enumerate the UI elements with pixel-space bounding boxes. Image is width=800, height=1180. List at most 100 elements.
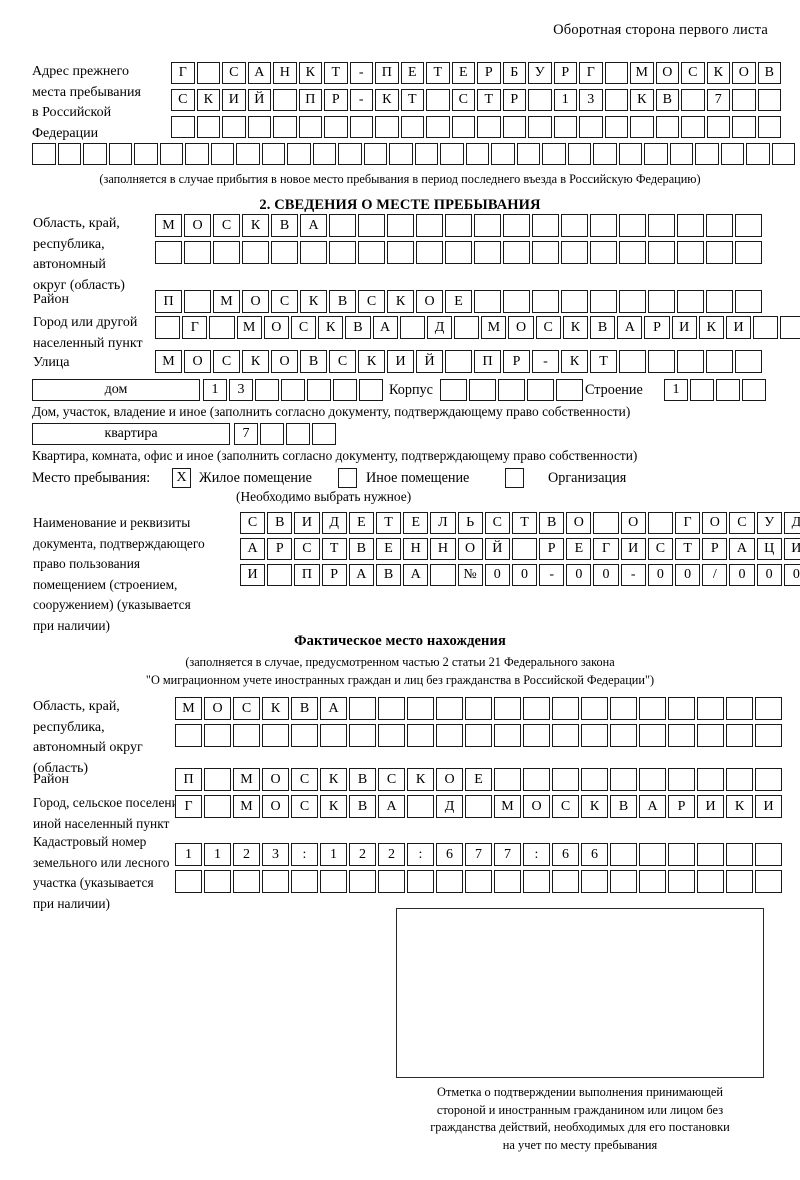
section2-city-cell-5[interactable]: О — [263, 316, 289, 339]
section2-city-cell-19[interactable]: Р — [644, 316, 670, 339]
section2-district-cell-17[interactable] — [619, 290, 646, 313]
actual-city-cell-6[interactable]: К — [320, 795, 347, 818]
actual-region-row-2[interactable] — [175, 724, 782, 747]
document-r1-cell-2[interactable]: В — [267, 512, 293, 534]
prev-address-r4-cell-25[interactable] — [644, 143, 668, 165]
prev-address-r3-cell-24[interactable] — [757, 116, 781, 138]
section2-region-r1-cell-8[interactable] — [358, 214, 385, 237]
prev-address-r3-cell-16[interactable] — [553, 116, 577, 138]
actual-region-r2-cell-9[interactable] — [407, 724, 434, 747]
document-r1-cell-12[interactable]: В — [539, 512, 565, 534]
prev-address-r4-cell-6[interactable] — [159, 143, 183, 165]
actual-region-r2-cell-2[interactable] — [204, 724, 231, 747]
stroenie-cell-4[interactable] — [742, 379, 766, 401]
actual-district-cell-14[interactable] — [552, 768, 579, 791]
prev-address-r4-cell-16[interactable] — [414, 143, 438, 165]
document-r3-cell-4[interactable]: Р — [321, 564, 347, 586]
cadastral-r2-cell-16[interactable] — [610, 870, 637, 893]
house-cell-4[interactable] — [281, 379, 305, 401]
korpus-cell-1[interactable] — [440, 379, 467, 401]
cadastral-r1-cell-21[interactable] — [755, 843, 782, 866]
prev-address-r1-cell-16[interactable]: Р — [553, 62, 577, 84]
section2-region-r2-cell-6[interactable] — [300, 241, 327, 264]
prev-address-r3-cell-11[interactable] — [426, 116, 450, 138]
section2-region-r2-cell-20[interactable] — [706, 241, 733, 264]
prev-address-r4-cell-13[interactable] — [338, 143, 362, 165]
house-box-label[interactable]: дом — [32, 379, 200, 401]
section2-region-r1-cell-5[interactable]: В — [271, 214, 298, 237]
prev-address-r2-cell-12[interactable]: С — [451, 89, 475, 111]
prev-address-r2-cell-21[interactable] — [681, 89, 705, 111]
section2-district-cell-21[interactable] — [735, 290, 762, 313]
actual-region-r1-cell-14[interactable] — [552, 697, 579, 720]
document-r1-cell-16[interactable] — [647, 512, 673, 534]
korpus-cell-3[interactable] — [498, 379, 525, 401]
cadastral-r2-cell-9[interactable] — [407, 870, 434, 893]
document-r1-cell-1[interactable]: С — [240, 512, 266, 534]
section2-region-r1-cell-3[interactable]: С — [213, 214, 240, 237]
actual-region-r2-cell-7[interactable] — [349, 724, 376, 747]
section2-region-r1-cell-17[interactable] — [619, 214, 646, 237]
section2-region-r1-cell-13[interactable] — [503, 214, 530, 237]
stroenie-cell-2[interactable] — [690, 379, 714, 401]
actual-district-cell-11[interactable]: Е — [465, 768, 492, 791]
actual-city-cell-19[interactable]: И — [697, 795, 724, 818]
actual-region-r1-cell-5[interactable]: В — [291, 697, 318, 720]
section2-city-cell-18[interactable]: А — [617, 316, 643, 339]
cadastral-r1-cell-5[interactable]: : — [291, 843, 318, 866]
section2-region-r2-cell-2[interactable] — [184, 241, 211, 264]
prev-address-r2-cell-11[interactable] — [426, 89, 450, 111]
document-r2-cell-2[interactable]: Р — [267, 538, 293, 560]
section2-region-r1-cell-7[interactable] — [329, 214, 356, 237]
cadastral-r1-cell-10[interactable]: 6 — [436, 843, 463, 866]
section2-street-cell-5[interactable]: О — [271, 350, 298, 373]
actual-region-r2-cell-13[interactable] — [523, 724, 550, 747]
stroenie-row[interactable]: 1 — [664, 379, 766, 401]
prev-address-r3-cell-8[interactable] — [349, 116, 373, 138]
actual-region-r2-cell-18[interactable] — [668, 724, 695, 747]
prev-address-r1-cell-15[interactable]: У — [528, 62, 552, 84]
prev-address-r3-cell-18[interactable] — [604, 116, 628, 138]
actual-city-cell-16[interactable]: В — [610, 795, 637, 818]
document-r3-cell-9[interactable]: № — [457, 564, 483, 586]
cadastral-r2-cell-12[interactable] — [494, 870, 521, 893]
cadastral-r1-cell-8[interactable]: 2 — [378, 843, 405, 866]
actual-region-r2-cell-17[interactable] — [639, 724, 666, 747]
cadastral-r2-cell-18[interactable] — [668, 870, 695, 893]
section2-city-cell-14[interactable]: О — [508, 316, 534, 339]
section2-region-r1-cell-16[interactable] — [590, 214, 617, 237]
section2-city-cell-6[interactable]: С — [290, 316, 317, 339]
prev-address-r1-cell-10[interactable]: Е — [400, 62, 424, 84]
prev-address-r2-cell-17[interactable]: 3 — [579, 89, 603, 111]
flat-cell-3[interactable] — [286, 423, 310, 445]
flat-number-row[interactable]: 7 — [234, 423, 336, 445]
section2-district-cell-4[interactable]: О — [242, 290, 269, 313]
stamp-area[interactable] — [396, 908, 764, 1078]
cadastral-r1-cell-17[interactable] — [639, 843, 666, 866]
document-r3-cell-7[interactable]: А — [403, 564, 429, 586]
prev-address-r4-cell-20[interactable] — [516, 143, 540, 165]
section2-region-r2-cell-18[interactable] — [648, 241, 675, 264]
section2-region-row-2[interactable] — [155, 241, 762, 264]
document-r3-cell-13[interactable]: 0 — [566, 564, 592, 586]
document-r1-cell-5[interactable]: Е — [348, 512, 374, 534]
document-r2-cell-12[interactable]: Р — [539, 538, 565, 560]
actual-city-cell-20[interactable]: К — [726, 795, 753, 818]
document-r3-cell-8[interactable] — [430, 564, 456, 586]
section2-district-cell-11[interactable]: Е — [445, 290, 472, 313]
document-r3-cell-11[interactable]: 0 — [511, 564, 538, 586]
prev-address-r2-cell-6[interactable]: П — [298, 89, 322, 111]
section2-region-r2-cell-13[interactable] — [503, 241, 530, 264]
section2-street-cell-6[interactable]: В — [300, 350, 327, 373]
section2-region-r2-cell-11[interactable] — [445, 241, 472, 264]
prev-address-r1-cell-23[interactable]: О — [732, 62, 756, 84]
section2-city-cell-17[interactable]: В — [590, 316, 616, 339]
section2-district-cell-18[interactable] — [648, 290, 675, 313]
prev-address-r3-cell-3[interactable] — [222, 116, 246, 138]
prev-address-r3-cell-12[interactable] — [451, 116, 475, 138]
cadastral-r1-cell-11[interactable]: 7 — [465, 843, 492, 866]
section2-region-r1-cell-15[interactable] — [561, 214, 588, 237]
